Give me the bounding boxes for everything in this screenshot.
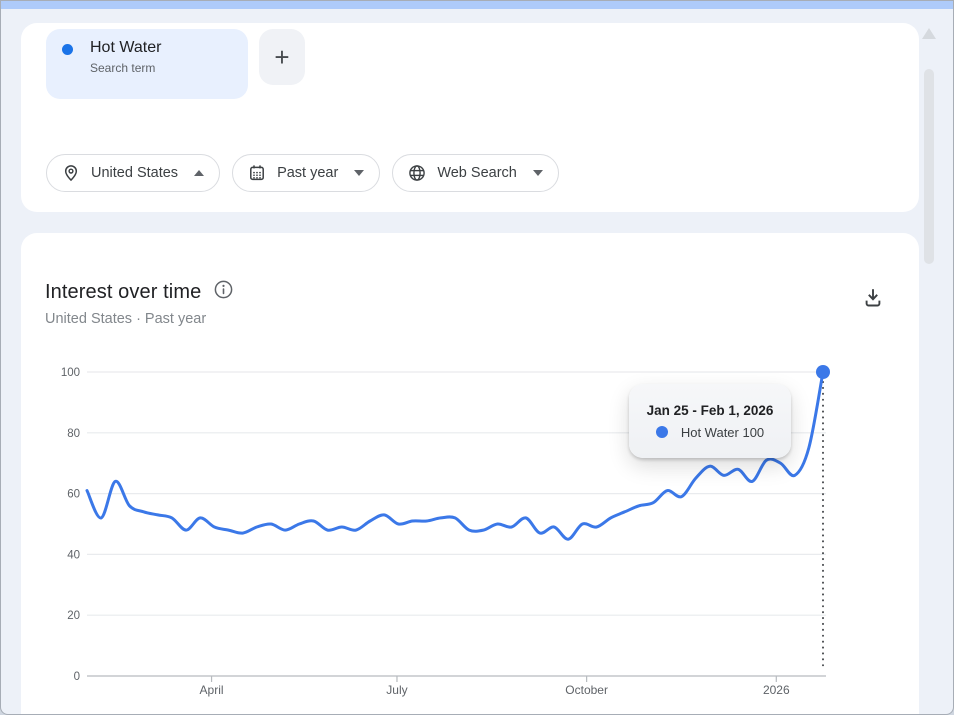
chart-subtitle: United States · Past year <box>45 311 207 327</box>
y-axis-label: 100 <box>61 367 80 379</box>
chart-header: Interest over time <box>45 280 233 304</box>
top-accent-bar <box>1 1 953 9</box>
search-term-type: Search term <box>90 61 156 75</box>
download-icon <box>862 289 884 311</box>
search-term-title: Hot Water <box>90 39 162 56</box>
y-axis-label: 20 <box>67 610 80 622</box>
info-icon[interactable] <box>214 280 233 304</box>
chevron-down-icon <box>354 170 365 176</box>
tooltip-series-label: Hot Water 100 <box>680 424 765 440</box>
time-filter-chip[interactable]: Past year <box>232 154 381 192</box>
search-term-chip[interactable]: Hot Water Search term <box>46 29 248 99</box>
search-type-filter-label: Web Search <box>437 165 517 181</box>
filter-bar: United States <box>46 154 559 192</box>
add-comparison-button[interactable]: + <box>259 29 305 85</box>
endpoint-marker <box>816 365 830 379</box>
location-pin-icon <box>62 164 80 182</box>
y-axis-label: 40 <box>67 549 80 561</box>
trend-line <box>85 370 825 541</box>
x-axis-label: July <box>386 683 407 697</box>
scrollbar-up-arrow[interactable] <box>922 28 936 39</box>
calendar-icon <box>248 164 266 182</box>
search-term-texts: Hot Water Search term <box>90 38 161 75</box>
chevron-up-icon <box>194 170 205 176</box>
tooltip-date-range: Jan 25 - Feb 1, 2026 <box>646 402 774 418</box>
chevron-down-icon <box>532 170 543 176</box>
region-filter-label: United States <box>91 165 179 181</box>
chart-tooltip: Jan 25 - Feb 1, 2026 Hot Water 100 <box>629 384 791 458</box>
series-color-dot <box>62 44 73 55</box>
search-terms-card: Hot Water Search term + United States <box>21 23 919 212</box>
tooltip-series-dot <box>655 426 668 438</box>
x-axis-label: October <box>565 683 608 697</box>
tooltip-series-row: Hot Water 100 <box>655 424 765 440</box>
interest-over-time-chart[interactable]: 0 20 40 60 80 100 April July October 2026 <box>1 341 954 715</box>
region-filter-chip[interactable]: United States <box>46 154 221 192</box>
x-axis-label: 2026 <box>763 683 790 697</box>
globe-icon <box>408 164 426 182</box>
x-axis-label: April <box>200 683 224 697</box>
scrollbar-thumb[interactable] <box>924 69 934 264</box>
y-axis-label: 0 <box>74 671 80 683</box>
y-axis-label: 60 <box>67 489 80 501</box>
y-axis-label: 80 <box>67 428 80 440</box>
time-filter-label: Past year <box>277 165 339 181</box>
interest-over-time-card: Interest over time United States · Past … <box>21 233 919 714</box>
search-type-filter-chip[interactable]: Web Search <box>392 154 559 192</box>
download-button[interactable] <box>861 286 885 310</box>
chart-title: Interest over time <box>45 280 202 303</box>
